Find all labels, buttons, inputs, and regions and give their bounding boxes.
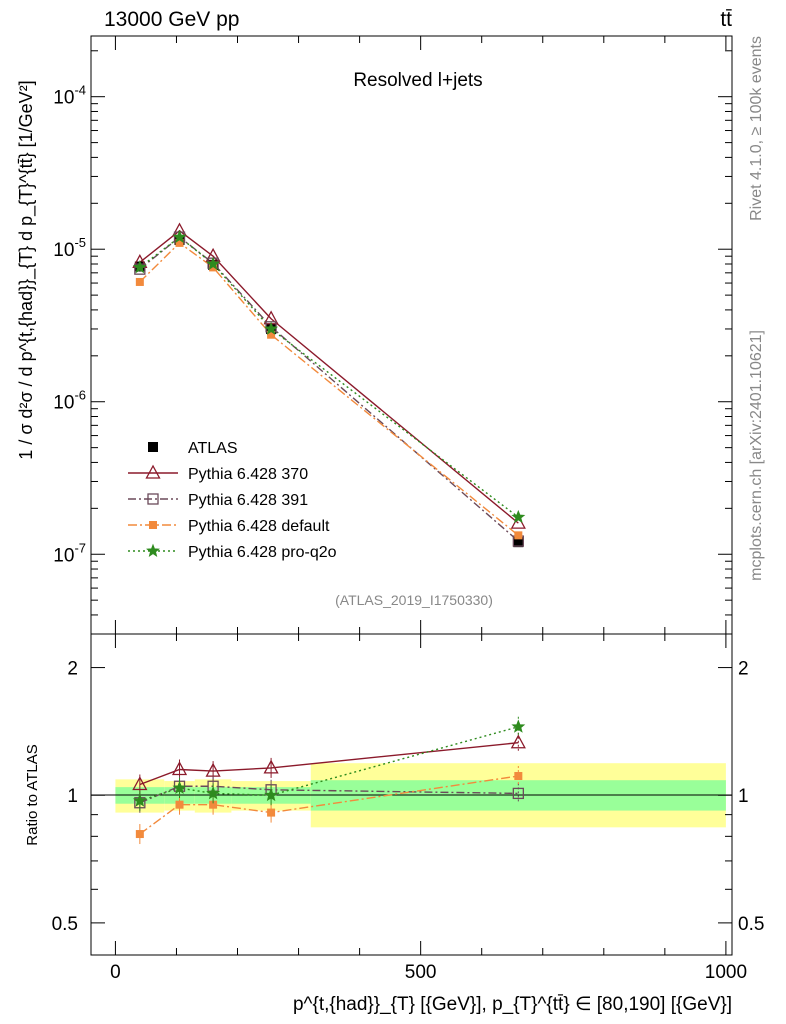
y-tick-label: 10-4 [53, 83, 86, 109]
rivet-label: Rivet 4.1.0, ≥ 100k events [748, 36, 765, 221]
legend-marker-py391 [147, 493, 159, 505]
series-line-py370 [139, 229, 519, 524]
watermark: (ATLAS_2019_I1750330) [335, 592, 493, 608]
legend: ATLAS Pythia 6.428 370 Pythia 6.428 391 Pyt… [128, 440, 337, 561]
ratio-ylabel: Ratio to ATLAS [24, 744, 41, 845]
ratio-frame [90, 633, 733, 956]
legend-label-pyq2o: Pythia 6.428 pro-q2o [188, 544, 337, 561]
ratio-point-pyq2o [206, 786, 221, 800]
ratio-point-pydefault [209, 800, 218, 809]
ratio-point-pydefault [135, 830, 144, 839]
ratio-point-py370 [171, 761, 188, 776]
legend-label-py370: Pythia 6.428 370 [188, 466, 308, 483]
data-point-pyq2o [511, 509, 526, 524]
main-ticks: 10-7 10-6 10-5 10-4 [53, 36, 732, 635]
ratio-y-tick-label-right: 1 [738, 786, 749, 807]
data-point-pydefault [209, 263, 218, 272]
data-point-pydefault [514, 531, 523, 540]
data-point-pyq2o [206, 256, 221, 270]
data-point-pyq2o [132, 260, 147, 274]
ratio-point-py370 [510, 734, 526, 749]
ratio-point-pyq2o [511, 719, 526, 733]
data-point-pydefault [135, 277, 144, 286]
data-point-pyq2o [264, 321, 279, 335]
legend-marker-pyq2o [146, 543, 160, 557]
ratio-marks [132, 716, 526, 845]
x-tick-label: 0 [110, 962, 121, 983]
y-tick-label: 10-7 [53, 540, 86, 566]
ratio-point-py370 [205, 762, 221, 777]
ratio-y-tick-label: 2 [67, 659, 78, 680]
ratio-point-pyq2o [264, 787, 279, 802]
plot-title: Resolved l+jets [353, 70, 482, 91]
ratio-y-tick-label-right: 0.5 [738, 914, 764, 935]
ratio-point-pydefault [514, 772, 523, 781]
data-point-pydefault [175, 238, 184, 247]
series-line-py391 [139, 236, 519, 542]
legend-marker-py370 [145, 464, 161, 479]
ratio-point-py391 [512, 787, 524, 800]
main-panel: 10-7 10-6 10-5 10-4 Resolved l+jets (ATLAS_… [16, 35, 733, 635]
main-ylabel: 1 / σ d²σ / d p^{t,{had}}_{T} d p_{T}^{t… [16, 80, 37, 459]
header-right: tt̄ [720, 8, 732, 31]
data-point-pydefault [267, 330, 276, 339]
ratio-point-pyq2o [172, 780, 187, 794]
ratio-ticks: 0.5 0.5 1 1 2 2 0 500 1000 [52, 634, 764, 983]
data-point-atlas [513, 537, 524, 548]
y-tick-label: 10-6 [53, 388, 86, 414]
ratio-point-pydefault [175, 800, 184, 809]
ratio-point-py370 [132, 776, 148, 791]
legend-marker-pydefault [149, 521, 157, 529]
main-marks [132, 222, 526, 548]
legend-label-pydefault: Pythia 6.428 default [188, 518, 330, 535]
legend-marker-atlas [148, 442, 158, 452]
ratio-y-tick-label: 1 [67, 786, 78, 807]
ratio-y-tick-label-right: 2 [738, 659, 749, 680]
y-tick-label: 10-5 [53, 235, 86, 261]
x-tick-label: 1000 [705, 962, 747, 983]
mcplots-label: mcplots.cern.ch [arXiv:2401.10621] [748, 330, 765, 581]
ratio-panel: 0.5 0.5 1 1 2 2 0 500 1000 Ratio to ATLAS p^{t,{… [24, 633, 764, 1015]
ratio-point-pydefault [267, 808, 276, 817]
legend-label-atlas: ATLAS [188, 440, 238, 457]
header-left: 13000 GeV pp [104, 8, 239, 31]
data-point-pyq2o [172, 229, 187, 244]
ratio-point-py370 [263, 759, 279, 774]
ratio-point-pyq2o [132, 793, 147, 807]
legend-label-py391: Pythia 6.428 391 [188, 492, 308, 509]
x-axis-label: p^{t,{had}}_{T} [{GeV}], p_{T}^{tt̄} ∈ [… [293, 994, 732, 1015]
ratio-line-pydefault [139, 775, 519, 835]
x-tick-label: 500 [405, 962, 437, 983]
ratio-y-tick-label: 0.5 [52, 914, 78, 935]
